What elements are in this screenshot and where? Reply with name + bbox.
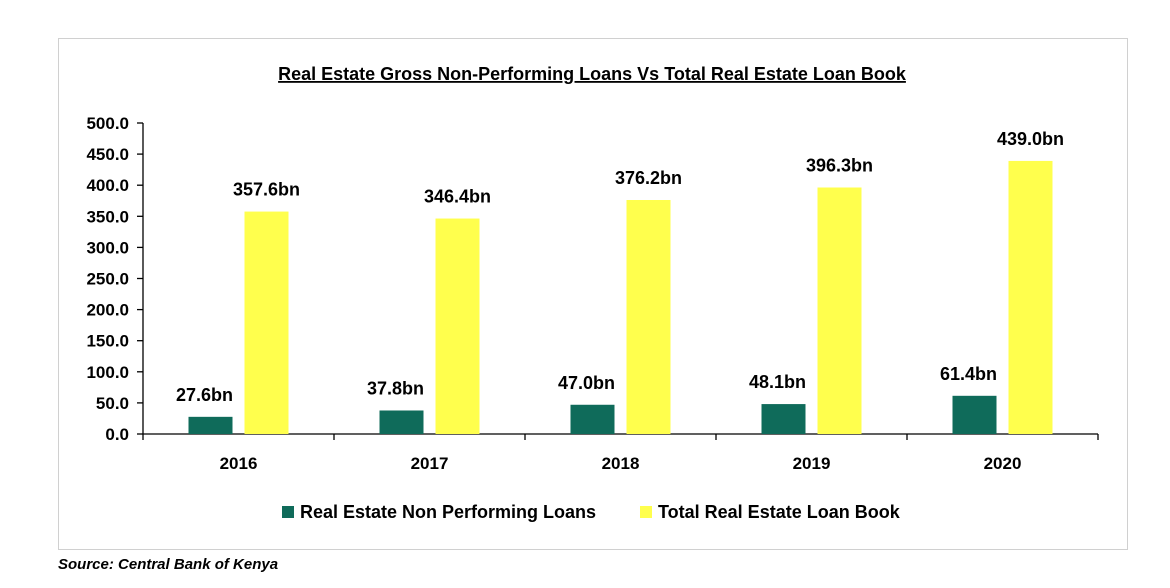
x-tick-label: 2019 — [793, 454, 831, 473]
bar-npl — [379, 410, 424, 434]
y-tick-label: 300.0 — [86, 238, 129, 257]
y-tick-label: 50.0 — [96, 394, 129, 413]
bar-loan-book — [626, 200, 671, 434]
data-label: 376.2bn — [615, 168, 682, 188]
y-tick-label: 350.0 — [86, 207, 129, 226]
legend-label: Real Estate Non Performing Loans — [300, 502, 596, 522]
bar-npl — [761, 404, 806, 434]
y-tick-label: 400.0 — [86, 176, 129, 195]
legend-swatch — [640, 506, 652, 518]
bars: 27.6bn 357.6bn 37.8bn 346.4bn 47.0bn 376.2bn 4… — [176, 129, 1064, 434]
legend: Real Estate Non Performing Loans Total Re… — [282, 502, 901, 522]
y-tick-label: 500.0 — [86, 114, 129, 133]
y-tick-label: 150.0 — [86, 332, 129, 351]
data-label: 439.0bn — [997, 129, 1064, 149]
data-label: 61.4bn — [940, 364, 997, 384]
axes: 0.0 50.0 100.0 150.0 200.0 250.0 300.0 350.0 400… — [86, 114, 1099, 473]
bar-loan-book — [435, 218, 480, 434]
y-tick-label: 250.0 — [86, 270, 129, 289]
bar-npl — [188, 416, 233, 434]
y-tick-label: 200.0 — [86, 301, 129, 320]
y-tick-label: 0.0 — [105, 425, 129, 444]
chart-frame — [58, 38, 1128, 550]
legend-swatch — [282, 506, 294, 518]
data-label: 48.1bn — [749, 372, 806, 392]
legend-label: Total Real Estate Loan Book — [658, 502, 901, 522]
y-tick-label: 100.0 — [86, 363, 129, 382]
data-label: 396.3bn — [806, 156, 873, 176]
chart-title: Real Estate Gross Non-Performing Loans V… — [278, 64, 907, 84]
source-note: Source: Central Bank of Kenya — [58, 556, 279, 573]
chart: Real Estate Gross Non-Performing Loans V… — [86, 64, 1099, 522]
data-label: 357.6bn — [233, 180, 300, 200]
y-tick-label: 450.0 — [86, 145, 129, 164]
data-label: 346.4bn — [424, 187, 491, 207]
x-tick-label: 2016 — [220, 454, 258, 473]
x-tick-label: 2018 — [602, 454, 640, 473]
bar-loan-book — [817, 187, 862, 434]
data-label: 27.6bn — [176, 385, 233, 405]
bar-npl — [952, 395, 997, 434]
data-label: 37.8bn — [367, 378, 424, 398]
bar-npl — [570, 404, 615, 434]
x-tick-label: 2020 — [984, 454, 1022, 473]
bar-loan-book — [1008, 160, 1053, 434]
data-label: 47.0bn — [558, 373, 615, 393]
bar-loan-book — [244, 211, 289, 434]
x-tick-label: 2017 — [411, 454, 449, 473]
